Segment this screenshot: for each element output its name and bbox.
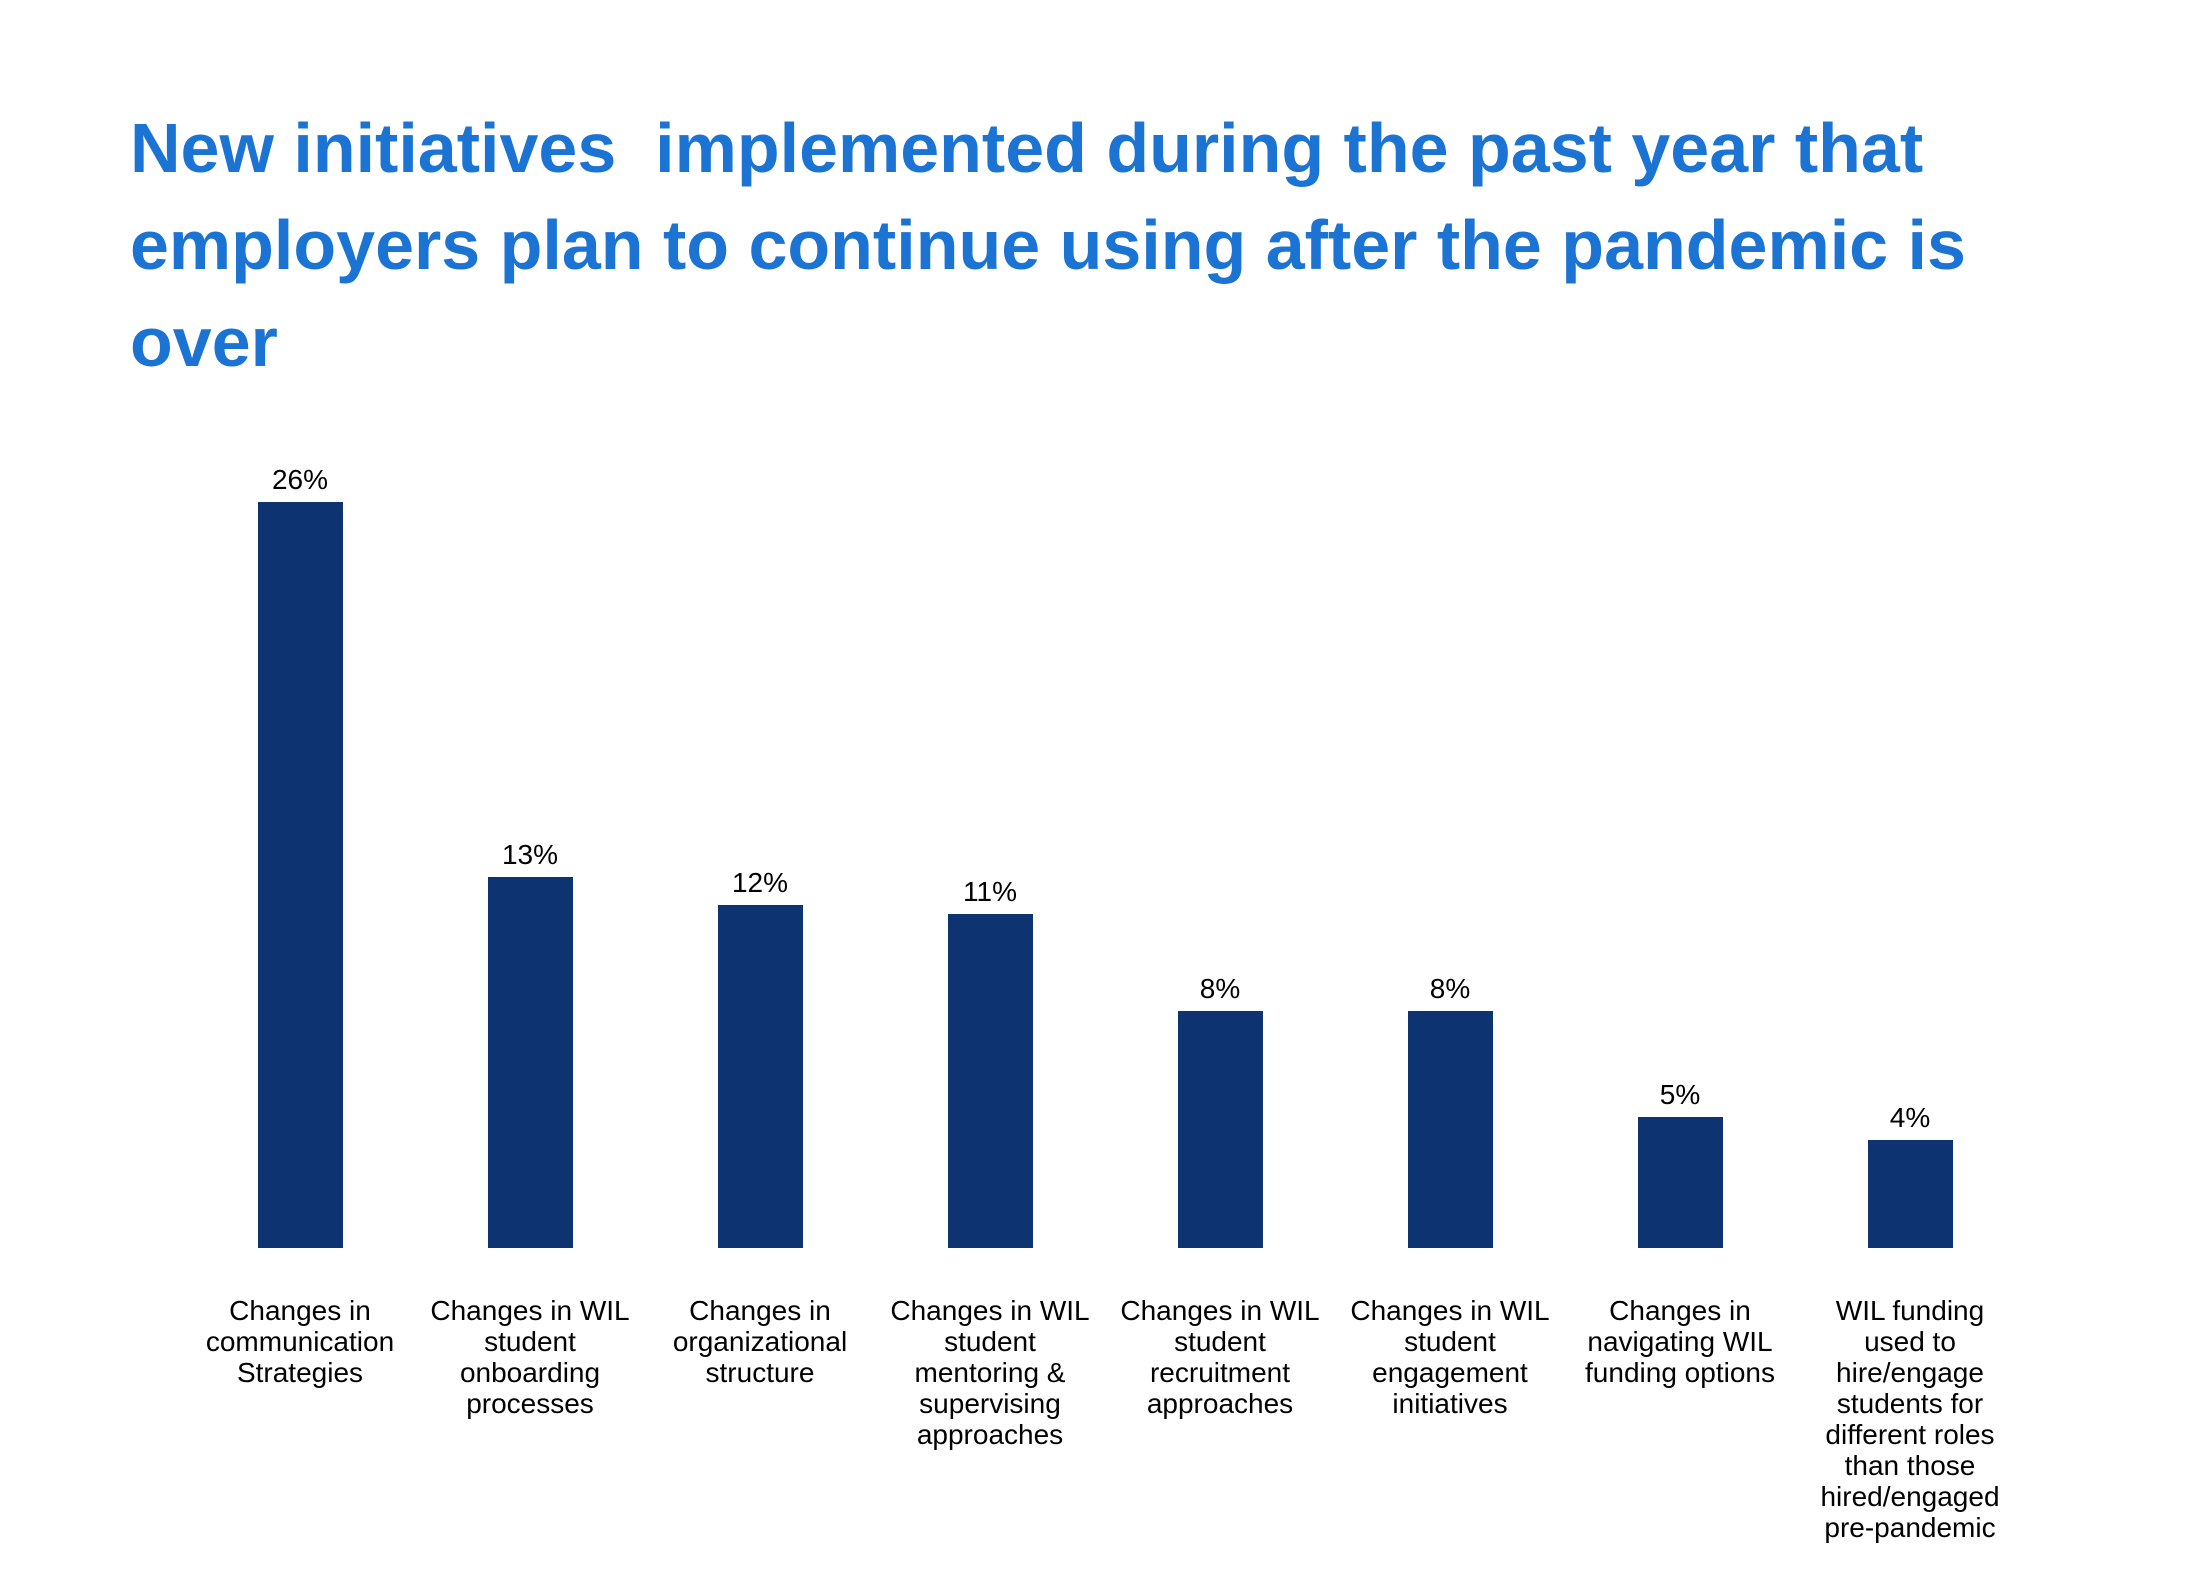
category-label: Changes in WIL student recruitment appro… [1120, 1295, 1320, 1419]
bar-column: 26% [185, 455, 415, 1248]
bar [487, 877, 573, 1248]
bar-column: 13% [415, 455, 645, 1248]
bar-column: 8% [1335, 455, 1565, 1248]
chart-title-line-2: employers plan to continue using after t… [130, 206, 1966, 284]
bar-data-label: 8% [1429, 973, 1471, 1004]
category-label: Changes in organizational structure [672, 1295, 848, 1388]
bar [257, 502, 343, 1248]
chart-title: New initiatives implemented during the p… [130, 100, 2030, 391]
category-label: Changes in navigating WIL funding option… [1585, 1295, 1775, 1388]
bar-data-label: 11% [963, 876, 1017, 907]
bar-column: 4% [1795, 455, 2025, 1248]
bar-data-label: 5% [1659, 1079, 1701, 1110]
bar-column: 12% [645, 455, 875, 1248]
bar-column: 11% [875, 455, 1105, 1248]
category-label: Changes in communication Strategies [205, 1295, 395, 1388]
bar-data-label: 13% [501, 839, 559, 870]
chart-title-line-3: over [130, 303, 278, 381]
category-label: Changes in WIL student mentoring & super… [890, 1295, 1090, 1450]
bar-chart-category-axis-labels: Changes in communication Strategies Chan… [185, 1295, 2025, 1543]
bar-data-label: 8% [1199, 973, 1241, 1004]
category-label: WIL funding used to hire/engage students… [1820, 1295, 2000, 1543]
bar [1867, 1140, 1953, 1248]
category-label: Changes in WIL student onboarding proces… [430, 1295, 630, 1419]
bar-column: 5% [1565, 455, 1795, 1248]
bar [1637, 1117, 1723, 1248]
bar-column: 8% [1105, 455, 1335, 1248]
bar [1177, 1011, 1263, 1248]
category-label: Changes in WIL student engagement initia… [1350, 1295, 1550, 1419]
bar-data-label: 4% [1889, 1102, 1931, 1133]
chart-title-line-1: New initiatives implemented during the p… [130, 109, 1924, 187]
bar [717, 905, 803, 1248]
bar-data-label: 26% [271, 464, 329, 495]
bar [947, 914, 1033, 1248]
bar-chart-plot-area: 26% 13% 12% 11% 8% 8% 5% 4% [185, 455, 2025, 1248]
bar [1407, 1011, 1493, 1248]
bar-data-label: 12% [731, 867, 789, 898]
